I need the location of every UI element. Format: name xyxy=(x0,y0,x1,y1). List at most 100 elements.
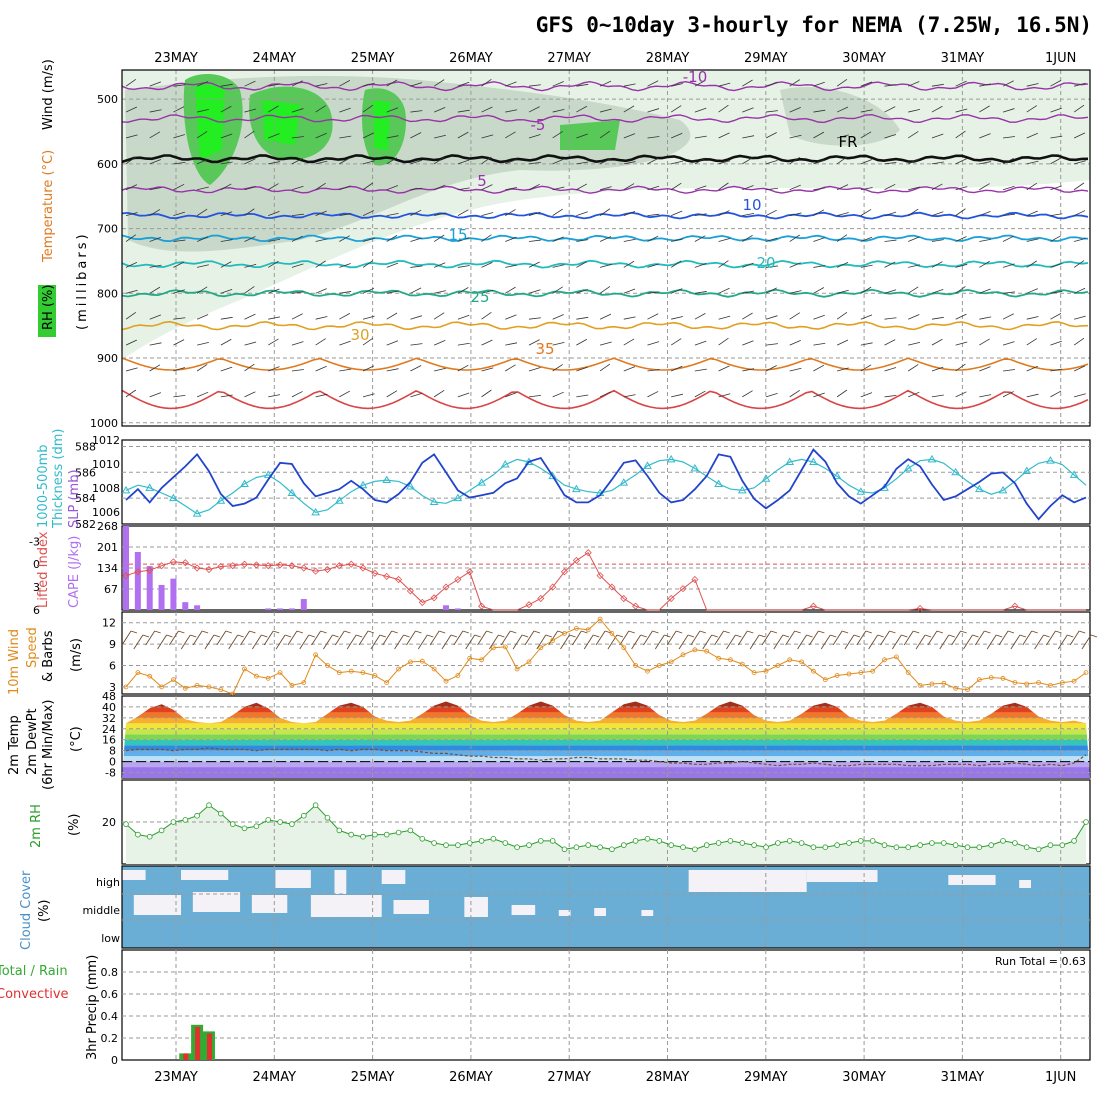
wind-barb xyxy=(765,237,778,242)
wind-barb xyxy=(742,79,753,87)
wind-speed-point xyxy=(965,687,970,693)
slp-ylabel-thickness: Thickness (dm) xyxy=(51,429,66,529)
precip-conv-bar xyxy=(206,1033,212,1060)
wind-barb xyxy=(505,364,516,372)
wind-barb xyxy=(623,338,635,346)
wind-barb xyxy=(860,131,872,139)
wind-speed-point xyxy=(325,663,330,668)
wind-barb xyxy=(931,316,944,320)
wind-barb xyxy=(220,211,233,217)
wind-barb xyxy=(860,209,872,216)
temp-band xyxy=(122,734,1090,740)
wind-barb xyxy=(643,630,653,646)
wind-barb xyxy=(481,156,492,165)
wind-barb-flag xyxy=(284,634,292,638)
wind-barb xyxy=(481,289,494,294)
rh-legend-swatch xyxy=(38,285,56,337)
wind-barb xyxy=(955,263,968,268)
wind-barb xyxy=(481,339,493,346)
wind-barb xyxy=(457,131,469,139)
li-point xyxy=(454,575,462,584)
slp-thickness-lines xyxy=(121,448,1087,521)
rh-point xyxy=(502,840,509,846)
wind-barb xyxy=(789,156,800,165)
wind-speed-point xyxy=(159,684,165,690)
wind-speed-point xyxy=(574,626,579,631)
wind-barb xyxy=(1022,630,1033,646)
temp-band xyxy=(122,712,1090,718)
wind-barb xyxy=(362,337,374,346)
wind-barb xyxy=(339,340,351,346)
cape-bar xyxy=(300,599,307,610)
rh-point xyxy=(1047,842,1054,848)
wind-barb xyxy=(836,106,849,113)
wind-barb xyxy=(268,394,281,398)
wind-barb xyxy=(844,634,855,650)
isotherm-line xyxy=(121,259,1089,269)
wind-barb xyxy=(417,634,428,650)
precip-panel: 0.8 0.6 0.4 0.2 0 Run Total = 0.63 Total / R… xyxy=(0,949,1091,1067)
wind-barb xyxy=(457,159,470,165)
rh-point xyxy=(229,821,236,827)
wind-barb xyxy=(671,365,683,372)
wind-speed-point xyxy=(502,644,508,650)
wind-barb xyxy=(433,156,445,165)
wind-speed-point xyxy=(585,627,591,633)
wind-barb xyxy=(979,366,991,372)
rh-point xyxy=(277,819,283,825)
wind-barb xyxy=(560,634,570,650)
wind-barb xyxy=(785,630,796,646)
wind-barb xyxy=(149,342,162,346)
wind-barb xyxy=(1073,182,1085,191)
wind-barb xyxy=(671,393,683,398)
wind-barb xyxy=(939,634,950,650)
wind-barb xyxy=(192,630,203,646)
rh-point xyxy=(372,831,378,838)
rh2m-axis-label: (%) xyxy=(67,814,82,837)
wind-barb-flag xyxy=(166,634,173,638)
wind-barb xyxy=(173,84,186,87)
wind-barb xyxy=(386,312,398,320)
wind-barb-flag xyxy=(1067,634,1074,638)
wind-barb xyxy=(244,341,257,346)
temp-band xyxy=(122,739,1090,746)
wind-barb xyxy=(1002,185,1015,191)
wind-barb xyxy=(410,110,423,113)
cape-ylabel-li: Lifted Index xyxy=(36,531,51,608)
wind-barb xyxy=(196,236,209,242)
wind-barb xyxy=(1002,235,1014,242)
y-tick-label: 500 xyxy=(97,93,118,106)
wind-barb xyxy=(275,634,286,650)
cape-bars xyxy=(123,526,461,610)
rh-point xyxy=(324,814,331,821)
wind-barb xyxy=(386,235,398,242)
wind-barb xyxy=(197,342,209,346)
wind-barb xyxy=(576,366,588,372)
wind-barb-flag xyxy=(142,634,149,638)
wind-barb xyxy=(263,630,274,646)
day-label-bottom: 25MAY xyxy=(351,1070,395,1085)
rh-point xyxy=(206,802,212,808)
rh-point xyxy=(478,838,485,844)
wind-barb xyxy=(173,395,186,398)
wind-barb-flag xyxy=(865,630,872,634)
wind-barb xyxy=(382,630,393,646)
rh-point xyxy=(798,840,805,846)
wind-barb xyxy=(714,630,724,646)
wind-barb-flag xyxy=(213,634,221,638)
wind-barb xyxy=(623,161,636,165)
wind-barb xyxy=(362,287,375,294)
rh2m-panel: 20 2m RH (%) xyxy=(29,779,1091,865)
rh-point xyxy=(395,829,402,836)
temp-band xyxy=(122,706,1090,713)
wind-barb xyxy=(196,286,208,294)
wind-barb xyxy=(149,236,162,242)
thickness-point xyxy=(903,463,913,472)
wind-barb xyxy=(251,634,262,650)
wind-barb xyxy=(197,186,209,191)
wind-barb xyxy=(149,81,162,87)
thickness-point xyxy=(358,480,368,489)
wind-speed-point xyxy=(396,666,402,672)
wind-barb-flag xyxy=(462,630,469,634)
rh-point xyxy=(537,838,544,844)
